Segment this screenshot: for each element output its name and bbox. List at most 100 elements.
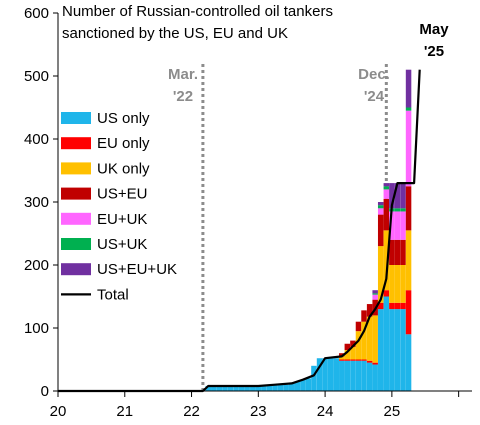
bar-24-us-eu: [339, 353, 345, 357]
bar-27-us-only: [355, 360, 362, 391]
bar-17-us-only: [300, 379, 306, 391]
y-tick-label-400: 400: [24, 131, 49, 148]
bar-27-eu-only: [355, 359, 362, 361]
bar-19-us-only: [311, 365, 317, 391]
bar-33-us-eu-uk: [389, 183, 395, 209]
bar-24-us-only: [339, 360, 345, 391]
chart-title-line-1: Number of Russian-controlled oil tankers: [62, 3, 333, 20]
bar-33-us-only: [389, 309, 395, 391]
bar-31-us-only: [377, 309, 384, 391]
total-line-group: [58, 69, 421, 393]
bar-25-us-eu: [344, 343, 351, 351]
legend-label-uk-only: UK only: [97, 160, 150, 177]
bar-26-eu-only: [350, 359, 356, 361]
bar-1-us-only: [211, 385, 217, 391]
annotation-label-0-line-1: Mar.: [168, 66, 198, 83]
legend-label-us-uk: US+UK: [97, 236, 147, 253]
bar-36-eu-uk: [405, 110, 412, 187]
bar-36-us-eu: [405, 186, 412, 231]
bar-11-us-only: [266, 384, 273, 391]
y-tick-label-300: 300: [24, 194, 49, 211]
bar-12-us-only: [272, 384, 278, 391]
bar-28-eu-only: [361, 359, 367, 361]
bar-30-eu-uk: [372, 294, 378, 300]
bar-18-us-only: [305, 378, 312, 391]
bar-24-uk-only: [339, 356, 345, 360]
bar-31-uk-only: [377, 246, 384, 303]
legend-label-us-eu: US+EU: [97, 186, 147, 203]
y-tick-label-500: 500: [24, 68, 49, 85]
y-tick-label-0: 0: [41, 383, 49, 400]
bar-21-us-only: [322, 358, 328, 391]
bar-29-us-eu: [366, 304, 373, 317]
bar-36-eu-only: [405, 290, 412, 335]
bar-30-uk-only: [372, 315, 378, 363]
bar-34-eu-uk: [394, 211, 401, 240]
bar-9-us-only: [255, 385, 262, 391]
legend: US only EU only UK only US+EU EU+UK US+UK US+E…: [61, 110, 177, 303]
bar-34-us-eu: [394, 239, 401, 265]
annotations: Mar. '22 Dec. '24 May '25: [168, 21, 449, 105]
bar-32-us-only: [383, 296, 390, 391]
bar-2-us-only: [216, 385, 223, 391]
bar-36-us-eu-uk: [405, 69, 412, 108]
bar-34-us-eu-uk: [394, 183, 401, 209]
legend-swatch-us-uk: [61, 238, 91, 250]
bar-22-us-only: [327, 358, 334, 391]
bars: [205, 69, 412, 391]
bar-4-us-only: [227, 385, 234, 391]
bar-30-us-eu-uk: [372, 290, 378, 294]
title-group: Number of Russian-controlled oil tankers…: [62, 3, 333, 42]
bar-32-eu-uk: [383, 189, 390, 199]
bar-33-eu-only: [389, 302, 395, 310]
annotation-label-1-line-2: '24: [364, 88, 385, 105]
y-tick-label-600: 600: [24, 5, 49, 22]
legend-swatch-eu-uk: [61, 212, 91, 225]
bar-10-us-only: [261, 385, 267, 391]
bar-33-us-eu: [389, 239, 395, 265]
axes: 0 100 200 300 400 500 600 20 21 22 23 24 25: [24, 5, 472, 420]
bar-6-us-only: [238, 385, 245, 391]
bar-28-uk-only: [361, 321, 367, 360]
bar-14-us-only: [283, 384, 289, 391]
bar-33-eu-uk: [389, 211, 395, 240]
bar-35-us-only: [400, 309, 406, 391]
bar-27-us-eu: [355, 321, 362, 332]
bar-28-us-eu: [361, 310, 367, 322]
bar-13-us-only: [277, 384, 284, 391]
bar-25-eu-only: [344, 359, 351, 361]
bar-29-us-only: [366, 362, 373, 391]
bar-31-eu-uk: [377, 208, 384, 215]
bar-35-eu-only: [400, 302, 406, 310]
x-tick-label-21: 21: [116, 403, 133, 420]
x-tick-label-25: 25: [384, 403, 401, 420]
bar-36-us-only: [405, 334, 412, 391]
legend-label-us-only: US only: [97, 110, 150, 127]
bar-32-us-uk: [383, 186, 390, 190]
bar-15-us-only: [288, 383, 295, 391]
bar-35-eu-uk: [400, 211, 406, 240]
total-line: [58, 69, 421, 393]
y-tick-label-200: 200: [24, 257, 49, 274]
legend-label-eu-uk: EU+UK: [97, 211, 147, 228]
bar-27-uk-only: [355, 331, 362, 360]
annotation-label-1-line-1: Dec.: [358, 66, 390, 83]
bar-30-eu-only: [372, 362, 378, 365]
bar-26-us-only: [350, 360, 356, 391]
bar-31-us-eu-uk: [377, 202, 384, 206]
bar-16-us-only: [294, 381, 301, 391]
bar-28-us-only: [361, 360, 367, 391]
bar-35-us-uk: [400, 208, 406, 212]
legend-swatch-us-eu-uk: [61, 263, 91, 276]
x-tick-label-23: 23: [250, 403, 267, 420]
bar-3-us-only: [222, 385, 228, 391]
bar-29-eu-only: [366, 360, 373, 363]
bar-31-eu-only: [377, 302, 384, 310]
bar-24-eu-only: [339, 359, 345, 361]
bar-25-us-only: [344, 360, 351, 391]
annotation-label-2-line-1: May: [419, 21, 449, 38]
bar-32-us-eu-uk: [383, 183, 390, 187]
legend-label-total: Total: [97, 286, 129, 303]
bar-30-us-uk: [372, 293, 378, 295]
